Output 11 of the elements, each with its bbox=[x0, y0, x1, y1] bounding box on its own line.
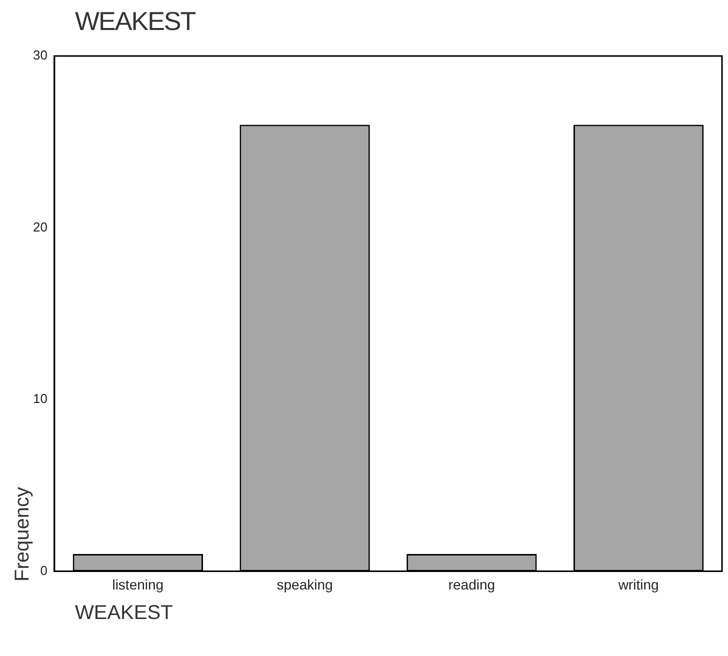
y-tick-label: 20 bbox=[32, 219, 48, 234]
y-tick-label: 0 bbox=[40, 562, 48, 578]
y-tick-label: 30 bbox=[32, 48, 48, 63]
y-tick-label: 10 bbox=[32, 391, 48, 406]
x-tick-label: listening bbox=[112, 576, 164, 592]
x-axis-title: WEAKEST bbox=[75, 602, 173, 625]
x-tick-label: writing bbox=[617, 576, 659, 592]
x-tick-label: speaking bbox=[276, 576, 333, 592]
x-tick-label: reading bbox=[448, 576, 496, 592]
y-axis-title: Frequency bbox=[12, 487, 34, 582]
chart-title: WEAKEST bbox=[75, 6, 196, 37]
